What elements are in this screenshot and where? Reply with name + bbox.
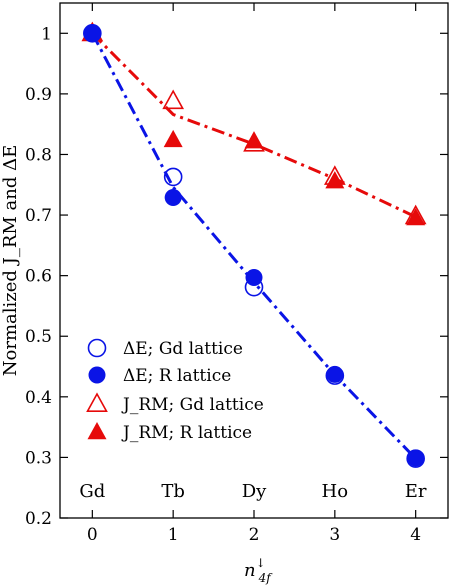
data-point	[323, 165, 346, 185]
x-axis-label-sup: ↓	[256, 556, 266, 570]
element-label: Ho	[322, 481, 349, 502]
data-point	[162, 89, 185, 110]
data-point	[163, 129, 183, 148]
data-point	[407, 449, 425, 467]
x-tick-label: 1	[168, 525, 179, 545]
y-tick-label: 1	[41, 24, 52, 44]
y-tick-label: 0.6	[25, 267, 52, 287]
legend-marker	[87, 338, 107, 358]
legend-marker	[88, 366, 106, 384]
element-labels: Gd Tb Dy Ho Er	[79, 481, 427, 502]
y-tick-label: 0.5	[25, 327, 52, 347]
data-point	[404, 204, 427, 225]
data-point	[406, 449, 425, 468]
y-tick-label: 0.2	[25, 509, 52, 529]
data-point	[244, 131, 264, 149]
x-tick-label: 4	[410, 525, 421, 545]
legend-marker	[87, 422, 107, 440]
data-point	[325, 366, 345, 385]
fit-line-1	[91, 32, 417, 219]
x-tick-label: 0	[87, 525, 98, 545]
data-point	[243, 131, 265, 152]
x-axis-label-sub: 4f	[258, 571, 274, 585]
y-tick-label: 0.7	[25, 206, 52, 226]
y-tick-label: 0.9	[25, 85, 52, 105]
legend-label: ΔE; R lattice	[123, 366, 231, 386]
y-tick-label: 0.4	[25, 388, 52, 408]
data-point	[406, 208, 426, 226]
x-tick-label: 2	[249, 525, 260, 545]
y-axis-label: Normalized J_RM and ΔE	[0, 145, 21, 377]
x-axis-label: n↓ 4f	[244, 556, 273, 585]
legend-marker	[86, 392, 108, 413]
legend-label: J_RM; Gd lattice	[121, 395, 264, 415]
y-tick-label: 0.8	[25, 145, 52, 165]
legend-label: J_RM; R lattice	[121, 423, 252, 443]
data-point	[164, 188, 182, 206]
legend-label: ΔE; Gd lattice	[123, 339, 243, 359]
data-point	[244, 277, 264, 297]
x-tick-label: 3	[329, 525, 340, 545]
element-label: Dy	[242, 481, 267, 502]
axis-ticks: 0 1 2 3 4 0.2 0.3 0.4 0.5 0.6 0.7 0.8 0.9 1	[25, 3, 448, 545]
data-markers	[81, 21, 427, 468]
y-tick-label: 0.3	[25, 448, 52, 468]
data-point	[326, 365, 344, 383]
element-label: Gd	[79, 481, 105, 502]
legend: ΔE; Gd lattice ΔE; R lattice J_RM; Gd latt…	[86, 338, 264, 443]
data-point	[163, 167, 183, 187]
element-label: Er	[405, 481, 427, 502]
element-label: Tb	[161, 481, 185, 502]
data-point	[83, 23, 102, 43]
data-point	[83, 24, 101, 42]
data-point	[245, 268, 263, 286]
